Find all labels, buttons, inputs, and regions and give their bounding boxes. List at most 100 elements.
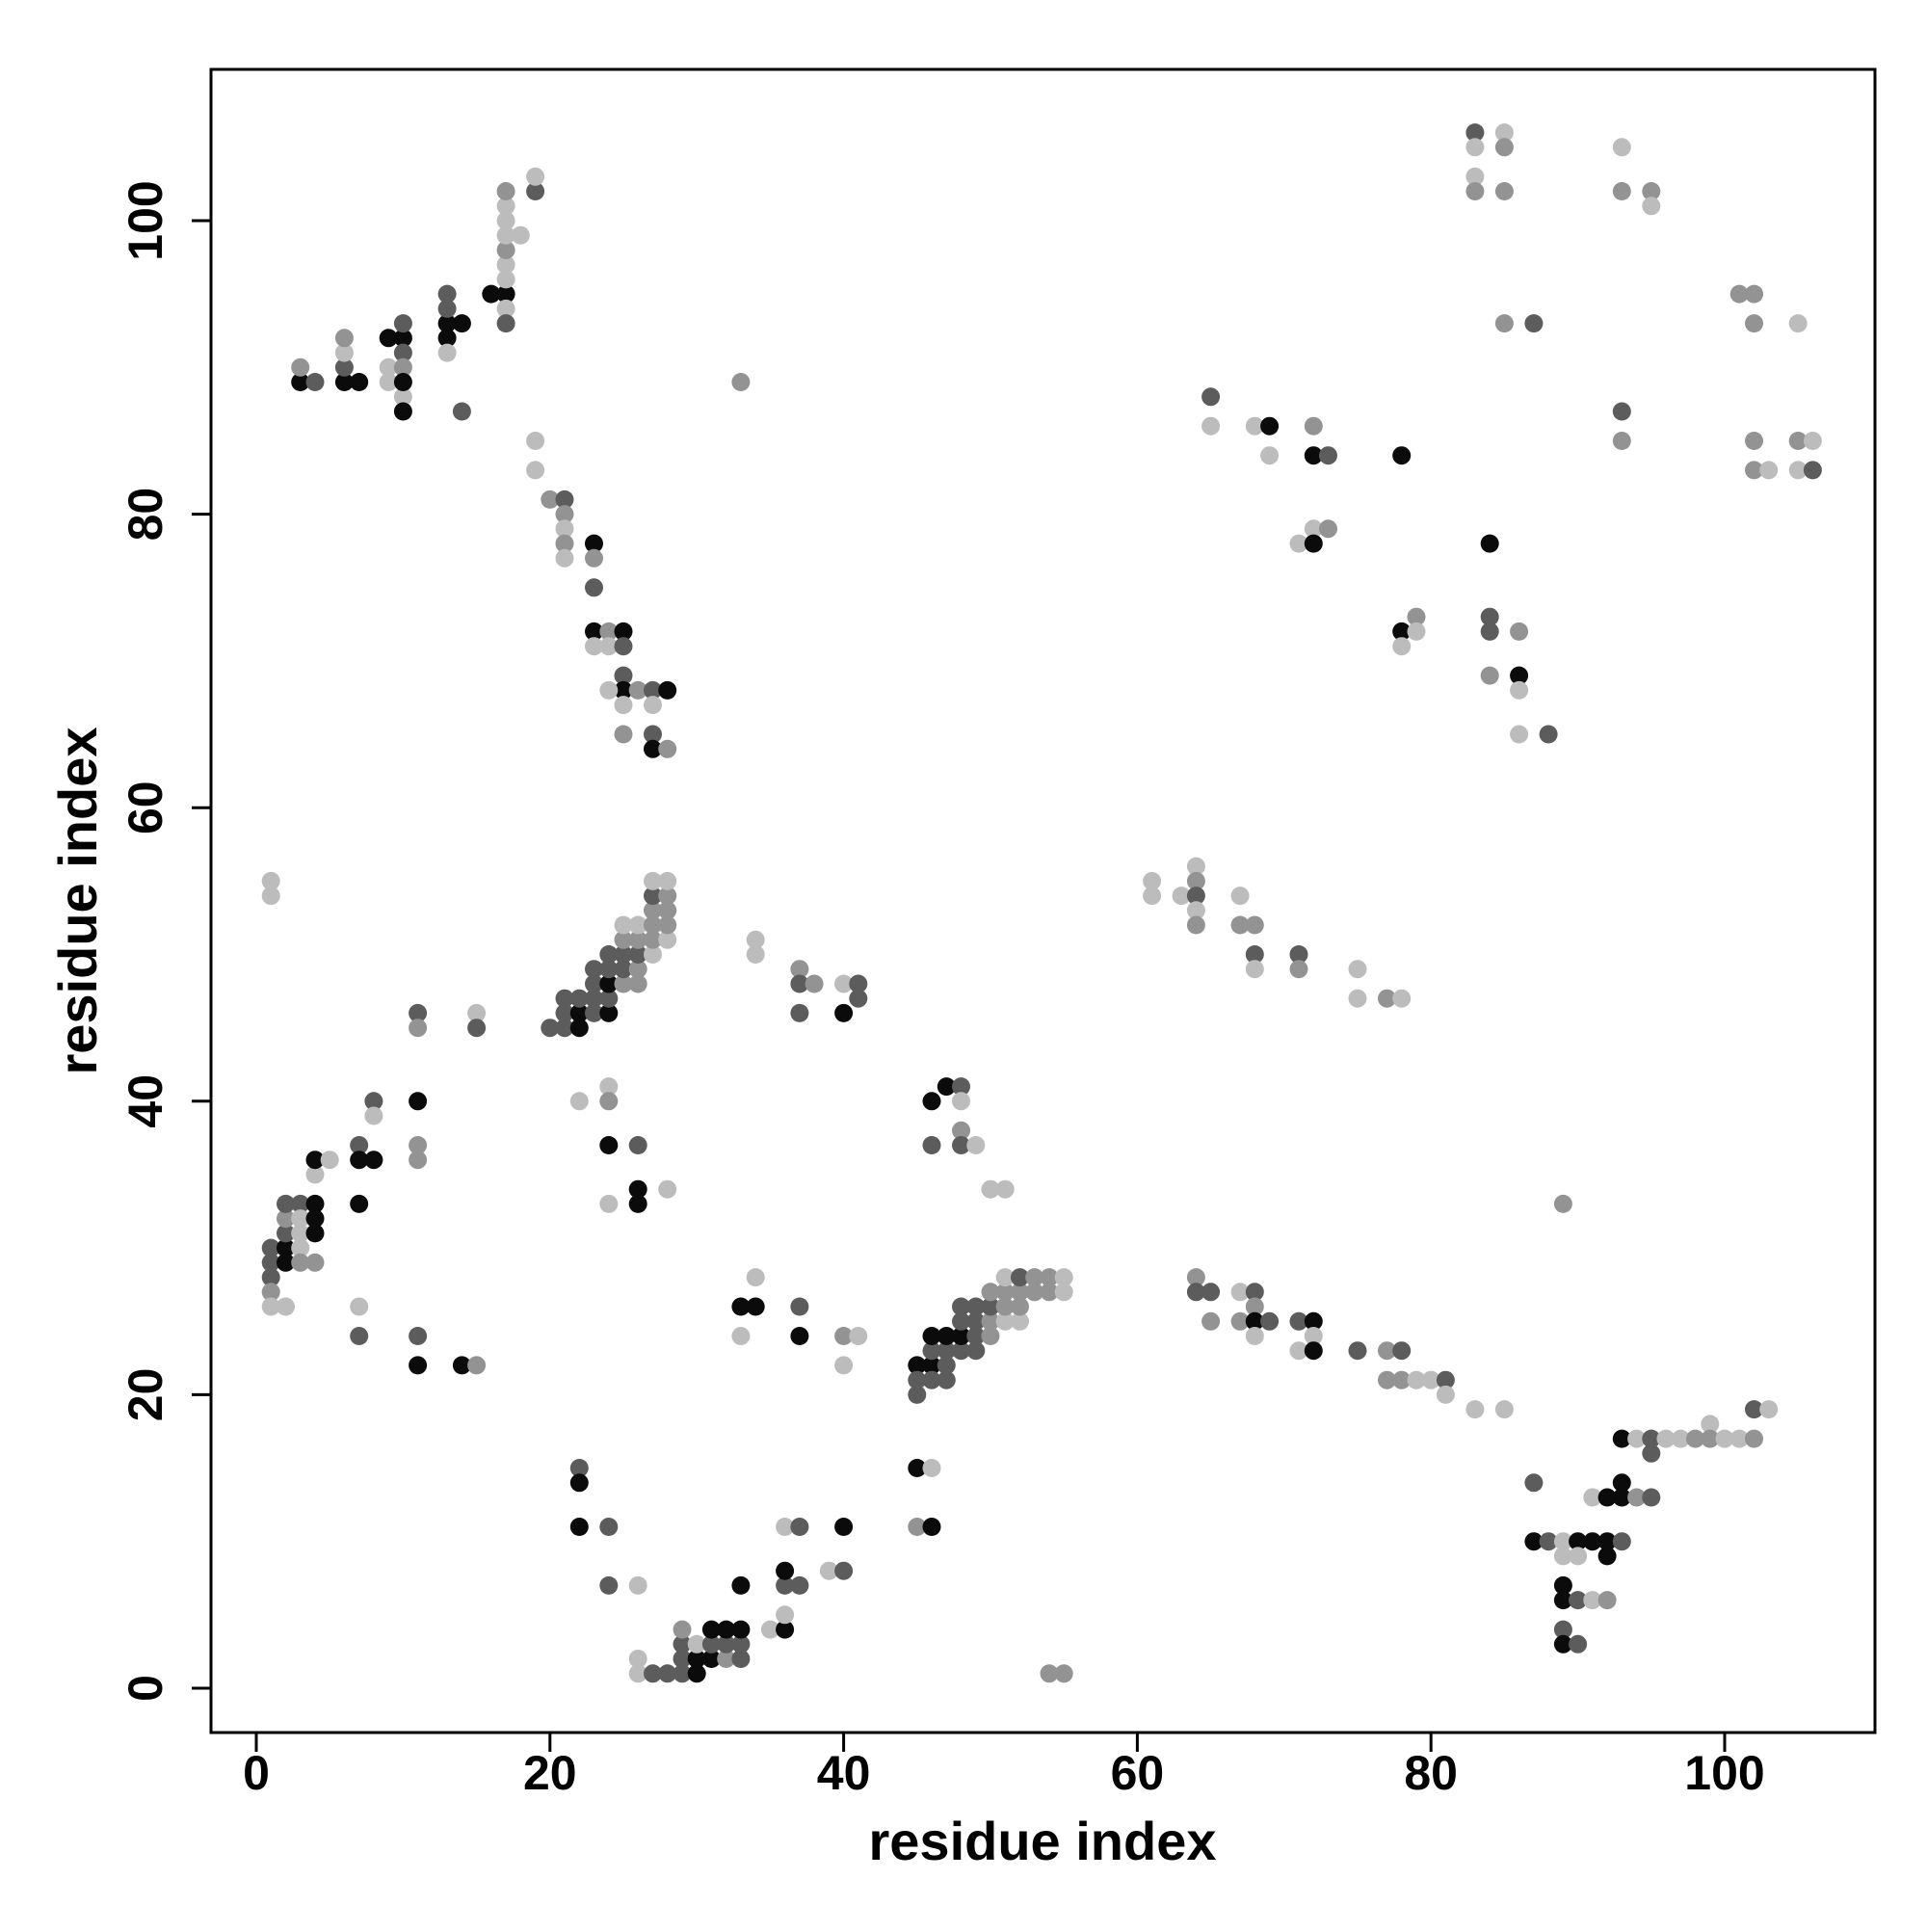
data-point — [1245, 915, 1264, 935]
y-tick-label: 100 — [119, 180, 172, 260]
data-point — [1407, 622, 1426, 641]
data-point — [614, 974, 633, 993]
data-point — [393, 314, 412, 333]
data-point — [1494, 314, 1514, 333]
data-point — [1803, 461, 1822, 480]
data-point — [541, 490, 560, 509]
data-point — [1392, 637, 1412, 656]
data-point — [409, 1092, 428, 1111]
data-point — [717, 1650, 736, 1668]
data-point — [995, 1268, 1015, 1287]
data-point — [1025, 1268, 1044, 1287]
data-point — [555, 989, 574, 1008]
data-point — [790, 960, 809, 979]
data-point — [746, 1297, 765, 1316]
data-point — [291, 373, 310, 391]
data-point — [1612, 1532, 1631, 1551]
data-point — [1465, 138, 1485, 157]
data-point — [1569, 1591, 1588, 1610]
data-point — [1510, 622, 1529, 641]
data-point — [790, 974, 809, 993]
data-point — [746, 1268, 765, 1287]
data-point — [908, 1356, 927, 1375]
data-point — [644, 871, 662, 890]
data-point — [1186, 1283, 1205, 1302]
data-point — [628, 974, 647, 993]
data-point — [1245, 1283, 1264, 1302]
data-point — [981, 1327, 1000, 1345]
data-point — [1245, 960, 1264, 979]
data-point — [614, 666, 633, 685]
data-point — [966, 1327, 986, 1345]
data-point — [437, 284, 457, 304]
data-point — [776, 1518, 795, 1536]
data-point — [1494, 123, 1514, 143]
data-point — [350, 1151, 369, 1170]
data-point — [673, 1664, 692, 1683]
data-point — [599, 1136, 619, 1154]
data-point — [1186, 915, 1205, 935]
data-point — [261, 1253, 280, 1272]
data-point — [1054, 1664, 1073, 1683]
data-point — [1348, 1341, 1367, 1361]
data-point — [644, 680, 662, 700]
data-point — [1494, 138, 1514, 157]
data-point — [746, 930, 765, 949]
data-point — [1583, 1488, 1602, 1507]
x-axis-title: residue index — [868, 1811, 1216, 1871]
data-point — [585, 637, 603, 656]
data-point — [496, 255, 515, 275]
data-point — [644, 725, 662, 744]
data-point — [1143, 871, 1162, 890]
x-tick-label: 0 — [243, 1746, 270, 1800]
data-point — [452, 402, 471, 421]
data-point — [1260, 1311, 1280, 1331]
data-point — [305, 373, 325, 391]
data-point — [644, 739, 662, 758]
data-point — [1230, 887, 1250, 906]
data-point — [585, 1003, 603, 1022]
data-point — [526, 461, 545, 480]
data-point — [409, 1151, 428, 1170]
data-point — [350, 373, 369, 391]
data-point — [1260, 446, 1280, 465]
data-point — [1304, 519, 1323, 539]
data-point — [569, 1459, 589, 1477]
data-point — [526, 167, 545, 186]
data-point — [658, 1179, 677, 1199]
data-point — [379, 357, 398, 377]
data-point — [599, 680, 619, 700]
data-point — [1729, 284, 1749, 304]
y-axis: 0 20 40 60 80 100 — [119, 180, 211, 1702]
data-point — [585, 534, 603, 553]
data-point — [555, 548, 574, 568]
data-point — [1040, 1664, 1059, 1683]
data-point — [305, 1194, 325, 1213]
data-point — [1510, 680, 1529, 700]
data-point — [790, 1003, 809, 1022]
data-point — [437, 329, 457, 348]
data-point — [1597, 1488, 1617, 1507]
data-point — [1025, 1283, 1044, 1302]
data-point — [452, 314, 471, 333]
data-point — [644, 901, 662, 920]
data-point — [614, 960, 633, 979]
data-point — [1245, 945, 1264, 964]
data-point — [908, 1370, 927, 1389]
data-point — [1011, 1297, 1029, 1316]
data-point — [1612, 182, 1631, 200]
data-point — [1510, 725, 1529, 744]
data-point — [687, 1634, 706, 1654]
x-axis: 0 20 40 60 80 100 — [243, 1733, 1765, 1800]
data-point — [981, 1311, 1000, 1331]
data-point — [1729, 1429, 1749, 1448]
data-point — [952, 1341, 970, 1361]
data-point — [1040, 1283, 1059, 1302]
data-point — [1642, 182, 1661, 200]
data-point — [1392, 1341, 1412, 1361]
data-point — [981, 1179, 1000, 1199]
data-point — [776, 1561, 795, 1580]
data-point — [1715, 1429, 1734, 1448]
data-point — [1186, 857, 1205, 876]
